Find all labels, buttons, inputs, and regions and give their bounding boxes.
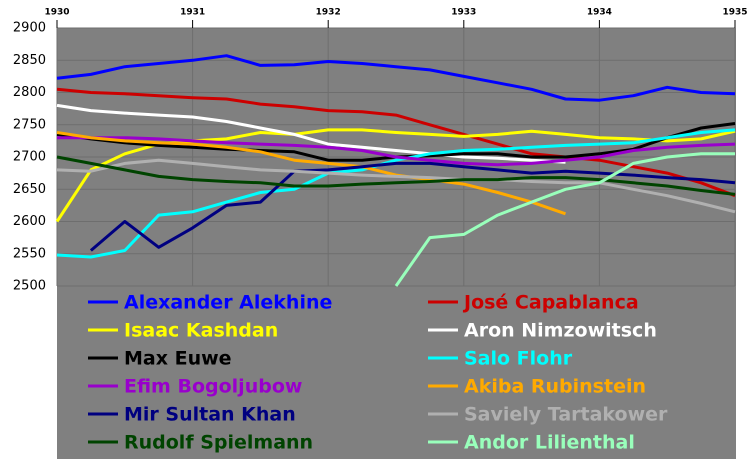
- series-line: [56, 128, 736, 259]
- series-line: [89, 161, 736, 252]
- plot-background: [57, 28, 736, 459]
- y-tick-label: 2800: [13, 85, 46, 100]
- series-line: [56, 87, 736, 198]
- legend-label: José Capablanca: [462, 292, 639, 314]
- legend-label: Andor Lilienthal: [464, 432, 635, 454]
- x-tick-label: 1930: [44, 8, 69, 18]
- y-tick-label: 2600: [13, 214, 46, 229]
- legend-label: Mir Sultan Khan: [124, 404, 296, 426]
- series-line: [57, 136, 736, 167]
- series-line: [56, 155, 736, 196]
- series-line: [56, 103, 566, 164]
- x-tick-label: 1935: [722, 8, 747, 18]
- x-tick-label: 1932: [316, 8, 341, 18]
- legend-label: Aron Nimzowitsch: [464, 320, 657, 342]
- y-tick-label: 2850: [13, 53, 46, 68]
- y-tick-label: 2900: [13, 21, 46, 36]
- series-line: [394, 152, 735, 287]
- legend-label: Alexander Alekhine: [124, 292, 332, 314]
- legend-label: Rudolf Spielmann: [124, 432, 313, 454]
- series-line: [56, 54, 736, 102]
- x-tick-label: 1931: [180, 8, 205, 18]
- legend-label: Isaac Kashdan: [124, 320, 278, 342]
- y-tick-label: 2550: [13, 246, 46, 261]
- series-line: [56, 158, 736, 214]
- y-tick-label: 2650: [13, 182, 46, 197]
- legend-label: Max Euwe: [124, 348, 232, 370]
- y-tick-label: 2750: [13, 117, 46, 132]
- legend-label: Salo Flohr: [464, 348, 573, 370]
- legend-label: Akiba Rubinstein: [464, 376, 646, 398]
- y-tick-label: 2700: [13, 150, 46, 165]
- series-line: [56, 131, 566, 216]
- legend-label: Efim Bogoljubow: [124, 376, 302, 398]
- legend-label: Saviely Tartakower: [464, 404, 668, 426]
- x-tick-label: 1934: [587, 8, 612, 18]
- y-tick-label: 2500: [13, 279, 46, 294]
- x-tick-label: 1933: [451, 8, 476, 18]
